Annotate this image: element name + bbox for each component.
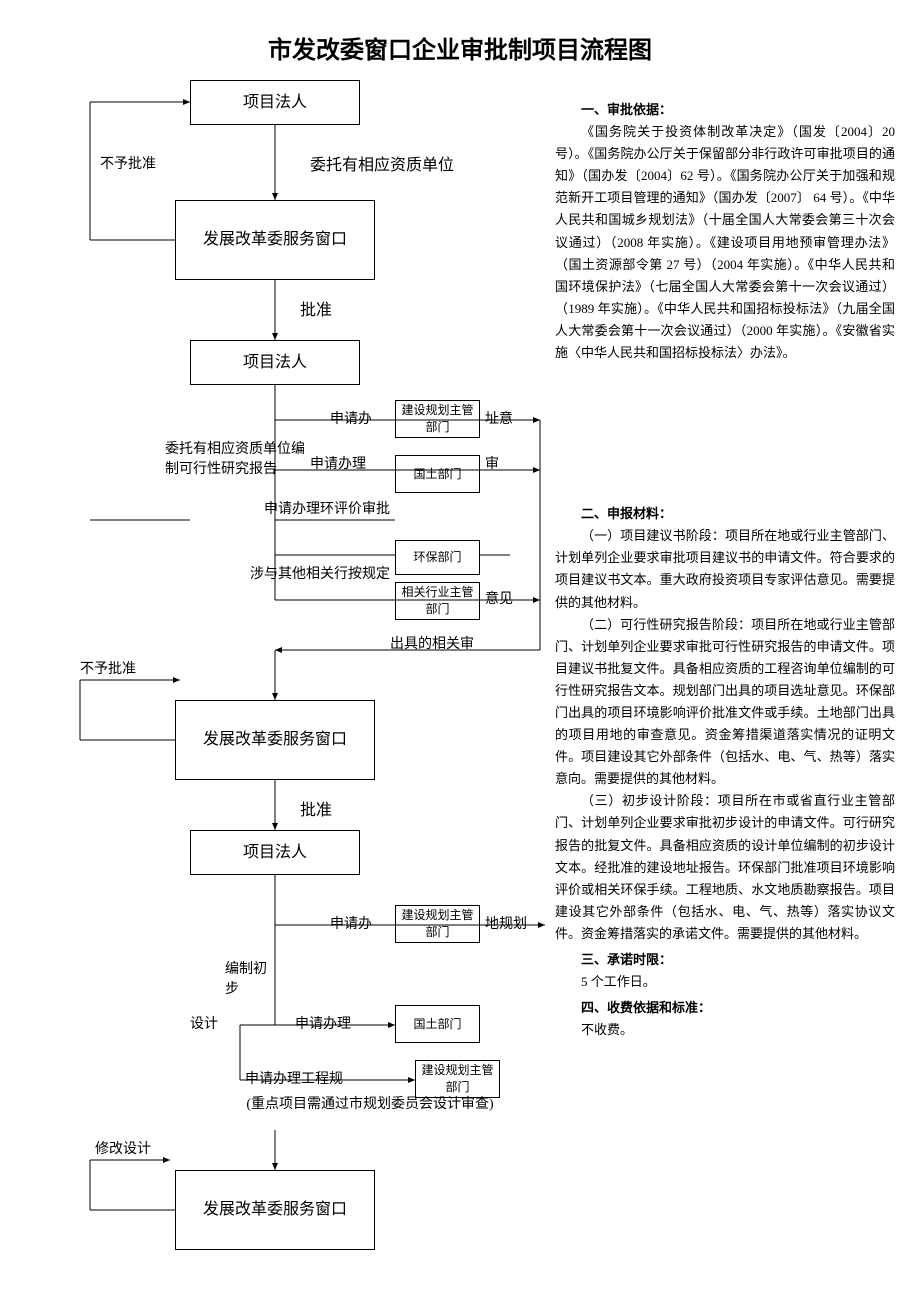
lbl-approve-2: 批准	[300, 800, 332, 822]
box-service-window-2: 发展改革委服务窗口	[175, 700, 375, 780]
lbl-entrust-2: 委托有相应资质单位编制可行性研究报告	[165, 440, 305, 479]
lbl-entrust-1: 委托有相应资质单位	[310, 155, 454, 177]
box-project-owner-1: 项目法人	[190, 80, 360, 125]
lbl-apply-site: 申请办	[330, 410, 372, 430]
para-stage2: （二）可行性研究报告阶段：项目所在地或行业主管部门、计划单列企业要求审批可行性研…	[555, 614, 895, 791]
heading-time: 三、承诺时限：	[555, 949, 895, 971]
lbl-reject-1: 不予批准	[100, 155, 156, 175]
lbl-apply-land: 申请办理	[310, 455, 366, 475]
para-time: 5 个工作日。	[555, 971, 895, 993]
lbl-compile: 编制初步	[225, 960, 275, 999]
para-fee: 不收费。	[555, 1019, 895, 1041]
box-project-owner-3: 项目法人	[190, 830, 360, 875]
heading-materials: 二、申报材料：	[555, 503, 895, 525]
lbl-site-opinion: 址意	[485, 410, 513, 430]
box-dept-planning-3: 建设规划主管部门	[415, 1060, 500, 1098]
lbl-review: 审	[485, 455, 499, 475]
lbl-apply-proc: 申请办理	[295, 1015, 351, 1035]
lbl-approve-1: 批准	[300, 300, 332, 322]
box-dept-planning-1: 建设规划主管部门	[395, 400, 480, 438]
para-stage3: （三）初步设计阶段：项目所在市或省直行业主管部门、计划单列企业要求审批初步设计的…	[555, 790, 895, 945]
box-dept-land-1: 国土部门	[395, 455, 480, 493]
para-basis: 《国务院关于投资体制改革决定》（国发〔2004〕20 号）。《国务院办公厅关于保…	[555, 121, 895, 364]
lbl-land-plan: 地规划	[485, 915, 527, 935]
box-dept-planning-2: 建设规划主管部门	[395, 905, 480, 943]
heading-fee: 四、收费依据和标准：	[555, 997, 895, 1019]
box-service-window-1: 发展改革委服务窗口	[175, 200, 375, 280]
lbl-modify: 修改设计	[95, 1140, 151, 1160]
lbl-apply-eng: 申请办理工程规	[245, 1070, 343, 1090]
page-title: 市发改委窗口企业审批制项目流程图	[0, 30, 920, 65]
lbl-opinion: 意见	[485, 590, 513, 610]
lbl-industry: 涉与其他相关行按规定	[220, 565, 390, 585]
box-dept-env: 环保部门	[395, 540, 480, 575]
right-panel: 一、审批依据： 《国务院关于投资体制改革决定》（国发〔2004〕20 号）。《国…	[555, 95, 895, 1041]
heading-basis: 一、审批依据：	[555, 99, 895, 121]
lbl-reject-2: 不予批准	[80, 660, 136, 680]
lbl-key-project: (重点项目需通过市规划委员会设计审查)	[240, 1095, 500, 1115]
box-dept-industry: 相关行业主管部门	[395, 582, 480, 620]
lbl-issued: 出具的相关审	[390, 635, 474, 655]
box-service-window-3: 发展改革委服务窗口	[175, 1170, 375, 1250]
lbl-apply-plan: 申请办	[330, 915, 372, 935]
box-dept-land-2: 国土部门	[395, 1005, 480, 1043]
lbl-design: 设计	[190, 1015, 218, 1035]
box-project-owner-2: 项目法人	[190, 340, 360, 385]
lbl-apply-env: 申请办理环评价审批	[260, 500, 390, 520]
para-stage1: （一）项目建议书阶段：项目所在地或行业主管部门、计划单列企业要求审批项目建议书的…	[555, 525, 895, 613]
